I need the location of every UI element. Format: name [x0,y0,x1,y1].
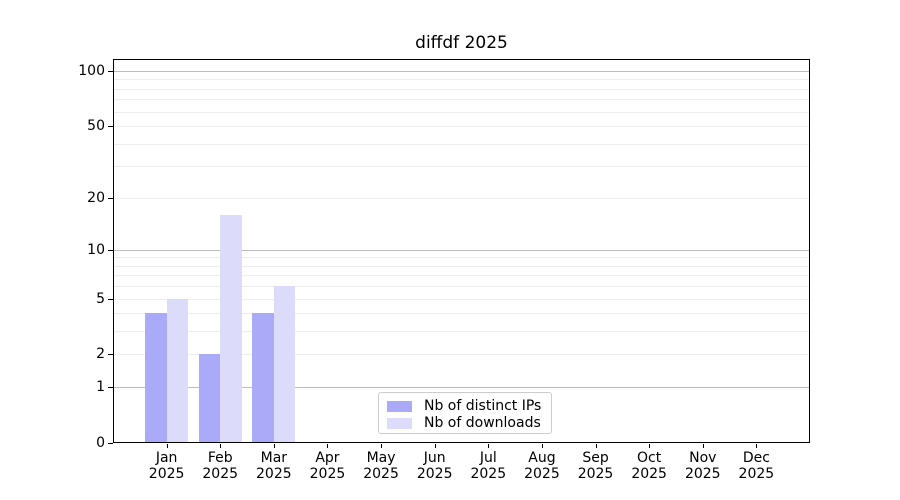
y-gridline-minor [113,166,810,168]
x-tick-year: 2025 [577,466,614,482]
y-gridline-minor [113,313,810,315]
y-gridline-minor [113,99,810,101]
x-tick-month: Oct [637,450,662,466]
bar-distinct-ips [145,313,167,443]
x-tick-label: Jun 2025 [395,450,475,482]
y-tick-mark [108,249,113,251]
y-tick-label: 1 [96,379,105,396]
chart-title: diffdf 2025 [415,33,508,53]
x-tick-label: Mar 2025 [234,450,314,482]
y-gridline-minor [113,88,810,90]
x-tick-year: 2025 [202,466,239,482]
x-tick-year: 2025 [309,466,346,482]
x-tick-mark [327,444,329,448]
y-gridline-minor [113,275,810,277]
y-tick-mark [108,354,113,356]
x-tick-mark [702,444,704,448]
bar-downloads [166,298,189,443]
y-tick-mark [108,443,113,444]
x-tick-mark [220,444,222,448]
bar-distinct-ips [198,354,221,443]
legend-entry-downloads: Nb of downloads [387,415,543,431]
x-tick-year: 2025 [148,466,185,482]
x-tick-label: May 2025 [341,450,421,482]
x-tick-month: Jan [155,450,178,466]
y-gridline-minor [113,354,810,356]
x-tick-year: 2025 [524,466,560,482]
x-tick-month: Jun [423,450,446,466]
x-tick-mark [381,444,383,448]
x-tick-mark [649,444,651,448]
y-tick-mark [108,126,113,128]
x-tick-month: Nov [689,450,717,466]
y-gridline-minor [113,298,810,300]
x-tick-label: Sep 2025 [556,450,636,482]
x-tick-mark [273,444,275,448]
x-tick-year: 2025 [738,466,775,482]
y-gridline-minor [113,257,810,259]
legend-label-distinct-ips: Nb of distinct IPs [424,398,542,414]
y-gridline-major [113,387,810,389]
y-gridline-minor [113,143,810,145]
legend-entry-distinct-ips: Nb of distinct IPs [387,398,543,414]
bar-distinct-ips [252,313,274,443]
bar-downloads [220,214,242,443]
x-tick-mark [541,444,543,448]
y-gridline-minor [113,265,810,267]
legend-swatch-downloads [387,417,412,429]
y-tick-label: 5 [96,290,105,307]
x-tick-label: Dec 2025 [716,450,796,482]
x-tick-mark [434,444,436,448]
y-gridline-minor [113,79,810,81]
y-gridline-major [113,249,810,251]
y-tick-mark [108,387,113,389]
y-gridline-minor [113,197,810,199]
x-tick-label: Oct 2025 [609,450,689,482]
x-tick-label: Aug 2025 [502,450,582,482]
y-tick-label: 2 [96,346,105,363]
y-tick-mark [108,197,113,199]
x-tick-label: Jan 2025 [127,450,207,482]
x-tick-month: Feb [207,450,233,466]
x-tick-mark [166,444,168,448]
x-tick-month: May [366,450,396,466]
bar-downloads [273,286,296,443]
x-tick-year: 2025 [416,466,453,482]
x-tick-month: Mar [260,450,288,466]
x-tick-month: Jul [479,450,497,466]
y-tick-label: 20 [87,189,105,206]
x-tick-label: Feb 2025 [180,450,260,482]
y-tick-label: 50 [87,118,105,135]
x-tick-month: Apr [315,450,340,466]
x-tick-label: Jul 2025 [448,450,528,482]
plot-area [113,59,810,443]
y-gridline-minor [113,331,810,333]
y-gridline-minor [113,126,810,128]
x-tick-month: Dec [742,450,770,466]
x-tick-year: 2025 [256,466,292,482]
y-tick-label: 100 [78,63,105,80]
y-tick-label: 10 [87,241,105,258]
x-tick-year: 2025 [363,466,399,482]
legend-label-downloads: Nb of downloads [424,415,541,431]
legend: Nb of distinct IPs Nb of downloads [378,392,552,434]
y-tick-mark [108,298,113,300]
y-tick-mark [108,71,113,73]
x-tick-month: Sep [582,450,609,466]
x-tick-year: 2025 [631,466,667,482]
x-tick-label: Nov 2025 [663,450,743,482]
y-gridline-minor [113,286,810,288]
x-tick-mark [488,444,490,448]
x-tick-label: Apr 2025 [287,450,367,482]
x-tick-month: Aug [528,450,556,466]
x-tick-mark [756,444,758,448]
y-gridline-minor [113,111,810,113]
y-gridline-major [113,71,810,73]
legend-swatch-distinct-ips [387,400,412,412]
x-tick-year: 2025 [684,466,721,482]
x-tick-year: 2025 [470,466,507,482]
y-tick-label: 0 [96,435,105,451]
x-tick-mark [595,444,597,448]
